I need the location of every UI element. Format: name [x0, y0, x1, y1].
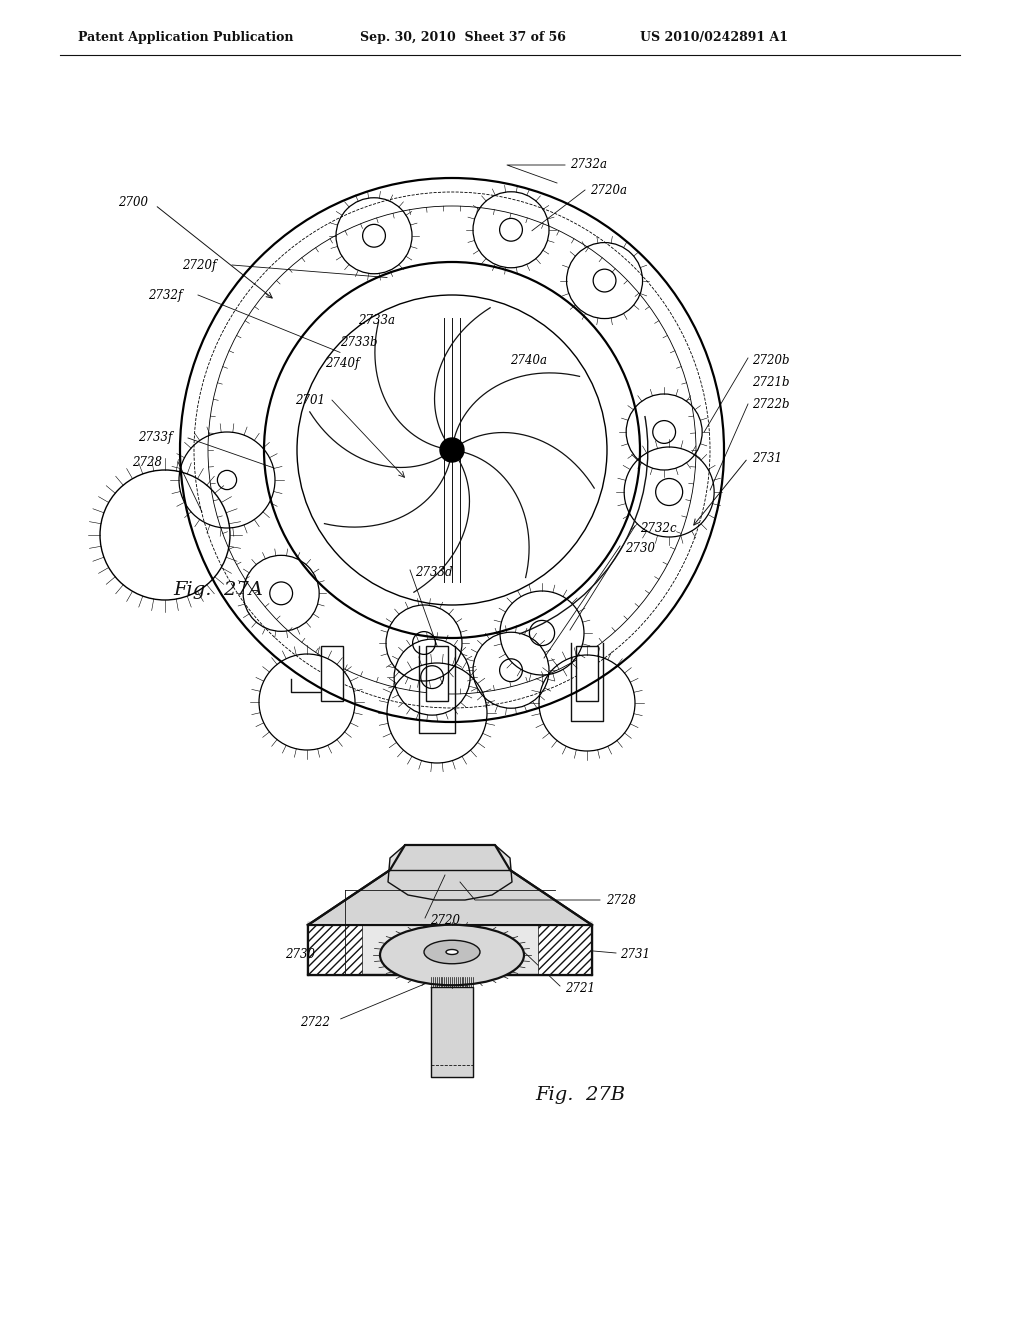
Ellipse shape — [446, 949, 458, 954]
Text: 2732a: 2732a — [570, 158, 607, 172]
Polygon shape — [538, 925, 592, 975]
Text: 2730: 2730 — [285, 949, 315, 961]
Text: 2740f: 2740f — [325, 358, 359, 371]
Text: 2731: 2731 — [752, 451, 782, 465]
Text: 2733a: 2733a — [358, 314, 395, 326]
Bar — [575, 645, 598, 701]
Text: 2733d: 2733d — [415, 565, 453, 578]
Text: Patent Application Publication: Patent Application Publication — [78, 30, 294, 44]
Text: 2728: 2728 — [132, 455, 162, 469]
Text: Fig.  27A: Fig. 27A — [173, 581, 263, 599]
Text: 2733f: 2733f — [138, 432, 172, 445]
Text: 2720a: 2720a — [590, 183, 627, 197]
Text: US 2010/0242891 A1: US 2010/0242891 A1 — [640, 30, 788, 44]
Ellipse shape — [424, 940, 480, 964]
Circle shape — [440, 438, 464, 462]
Polygon shape — [308, 845, 592, 925]
Text: 2728: 2728 — [606, 894, 636, 907]
Bar — [426, 645, 449, 701]
Text: 2731: 2731 — [620, 949, 650, 961]
Text: 2732f: 2732f — [148, 289, 182, 301]
Text: 2720f: 2720f — [182, 259, 216, 272]
Text: 2721: 2721 — [565, 982, 595, 994]
Polygon shape — [308, 845, 592, 975]
Text: 2722b: 2722b — [752, 399, 790, 412]
Polygon shape — [308, 925, 362, 975]
Polygon shape — [388, 845, 512, 900]
Text: 2740a: 2740a — [510, 354, 547, 367]
Text: 2732c: 2732c — [640, 521, 677, 535]
Text: Sep. 30, 2010  Sheet 37 of 56: Sep. 30, 2010 Sheet 37 of 56 — [360, 30, 566, 44]
Text: 2720b: 2720b — [752, 354, 790, 367]
Text: 2701: 2701 — [295, 393, 325, 407]
Ellipse shape — [380, 925, 524, 985]
Text: 2733b: 2733b — [340, 335, 378, 348]
Text: 2700: 2700 — [118, 195, 148, 209]
Polygon shape — [431, 987, 473, 1077]
Text: 2721b: 2721b — [752, 375, 790, 388]
Bar — [321, 645, 343, 701]
Text: 2722: 2722 — [300, 1015, 330, 1028]
Text: Fig.  27B: Fig. 27B — [535, 1086, 625, 1104]
Text: 2730: 2730 — [625, 541, 655, 554]
Text: 2720: 2720 — [430, 913, 460, 927]
